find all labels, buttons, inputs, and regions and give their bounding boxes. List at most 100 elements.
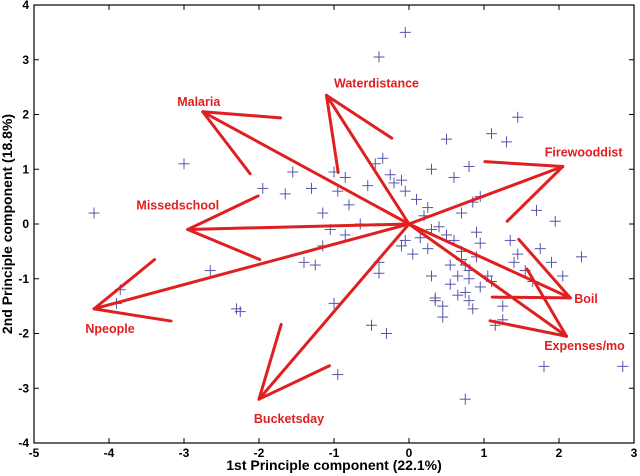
data-point bbox=[448, 171, 460, 183]
data-point bbox=[546, 256, 557, 268]
data-point bbox=[339, 229, 351, 241]
data-point bbox=[399, 26, 411, 38]
data-point bbox=[534, 243, 546, 255]
data-point bbox=[407, 248, 419, 260]
data-point bbox=[512, 111, 524, 123]
data-point bbox=[384, 169, 396, 181]
vector-label: Expenses/mo bbox=[544, 339, 625, 353]
data-point bbox=[332, 369, 344, 381]
data-point bbox=[426, 270, 437, 282]
y-tick-label: 4 bbox=[22, 0, 29, 12]
data-point bbox=[463, 161, 475, 173]
data-point bbox=[508, 256, 520, 268]
vector-label: Firewooddist bbox=[545, 146, 624, 160]
data-point bbox=[549, 215, 561, 227]
data-point bbox=[557, 270, 569, 282]
data-point bbox=[306, 182, 317, 194]
data-point bbox=[459, 393, 471, 405]
data-point bbox=[474, 237, 486, 249]
loading-vector: Waterdistance bbox=[325, 76, 419, 226]
y-tick-label: -1 bbox=[18, 272, 29, 286]
y-tick-label: 3 bbox=[22, 53, 29, 67]
y-tick-label: -4 bbox=[18, 436, 29, 450]
data-point bbox=[178, 158, 190, 170]
x-tick-label: 2 bbox=[556, 446, 563, 460]
data-point bbox=[377, 152, 389, 164]
plot-area bbox=[33, 4, 635, 444]
vector-label: Malaria bbox=[177, 95, 221, 109]
vector-label: Waterdistance bbox=[334, 76, 419, 90]
data-point bbox=[444, 278, 456, 290]
loading-vector: Firewooddist bbox=[407, 146, 624, 226]
data-point bbox=[414, 232, 426, 244]
data-point bbox=[467, 303, 479, 315]
data-point bbox=[388, 177, 400, 189]
data-point bbox=[399, 234, 411, 246]
data-point bbox=[471, 226, 482, 238]
data-point bbox=[441, 133, 452, 145]
data-point bbox=[88, 207, 100, 219]
data-point bbox=[426, 163, 437, 175]
data-point bbox=[456, 207, 467, 219]
data-point bbox=[531, 204, 542, 216]
vector-label: Missedschool bbox=[136, 198, 219, 212]
data-point bbox=[501, 136, 512, 148]
vector-label: Npeople bbox=[85, 322, 134, 336]
loading-vectors: Waterdistance Malaria Missedschool Npeople B… bbox=[85, 76, 625, 426]
data-point bbox=[433, 221, 445, 233]
data-point bbox=[459, 286, 471, 298]
x-tick-label: -3 bbox=[179, 446, 190, 460]
loading-vector: Bucketsday bbox=[254, 222, 411, 426]
data-point bbox=[279, 188, 291, 200]
vector-label: Boil bbox=[574, 292, 598, 306]
data-point bbox=[474, 281, 486, 293]
loading-vector: Missedschool bbox=[136, 194, 411, 262]
data-point bbox=[339, 171, 351, 183]
data-point bbox=[373, 51, 385, 63]
data-point bbox=[257, 182, 269, 194]
data-point bbox=[362, 180, 374, 192]
data-point bbox=[399, 185, 411, 197]
data-point bbox=[204, 265, 216, 277]
data-point bbox=[309, 259, 321, 271]
data-point bbox=[381, 328, 392, 339]
vector-label: Bucketsday bbox=[254, 412, 324, 426]
data-point bbox=[343, 199, 355, 211]
x-tick-label: -4 bbox=[104, 446, 115, 460]
x-tick-label: -1 bbox=[329, 446, 340, 460]
data-point bbox=[538, 360, 550, 372]
loading-vector: Expenses/mo bbox=[407, 222, 625, 353]
data-point bbox=[287, 166, 299, 178]
y-tick-label: -2 bbox=[18, 327, 29, 341]
data-point bbox=[463, 295, 475, 307]
x-tick-label: 3 bbox=[631, 446, 638, 460]
data-point bbox=[332, 185, 344, 197]
data-point bbox=[512, 248, 524, 260]
x-axis-title: 1st Principle component (22.1%) bbox=[226, 457, 442, 473]
loading-vector: Npeople bbox=[85, 222, 411, 336]
data-point bbox=[576, 251, 587, 263]
x-tick-label: 0 bbox=[406, 446, 413, 460]
data-point bbox=[441, 229, 452, 241]
y-tick-label: 0 bbox=[22, 217, 29, 231]
data-point bbox=[444, 259, 456, 271]
data-point bbox=[317, 207, 329, 219]
data-point bbox=[411, 193, 422, 205]
data-point bbox=[504, 234, 516, 246]
data-point bbox=[617, 360, 629, 372]
data-point bbox=[497, 300, 509, 312]
data-point bbox=[437, 300, 449, 312]
y-tick-label: 1 bbox=[22, 162, 29, 176]
data-point bbox=[328, 297, 340, 309]
data-point bbox=[486, 128, 497, 140]
data-point bbox=[422, 202, 434, 214]
data-point bbox=[234, 306, 246, 318]
data-point bbox=[437, 311, 449, 323]
x-tick-label: 1 bbox=[481, 446, 488, 460]
y-tick-label: -3 bbox=[18, 381, 29, 395]
loading-vector: Boil bbox=[407, 222, 598, 306]
x-tick-label: -2 bbox=[254, 446, 265, 460]
data-point bbox=[452, 270, 464, 282]
